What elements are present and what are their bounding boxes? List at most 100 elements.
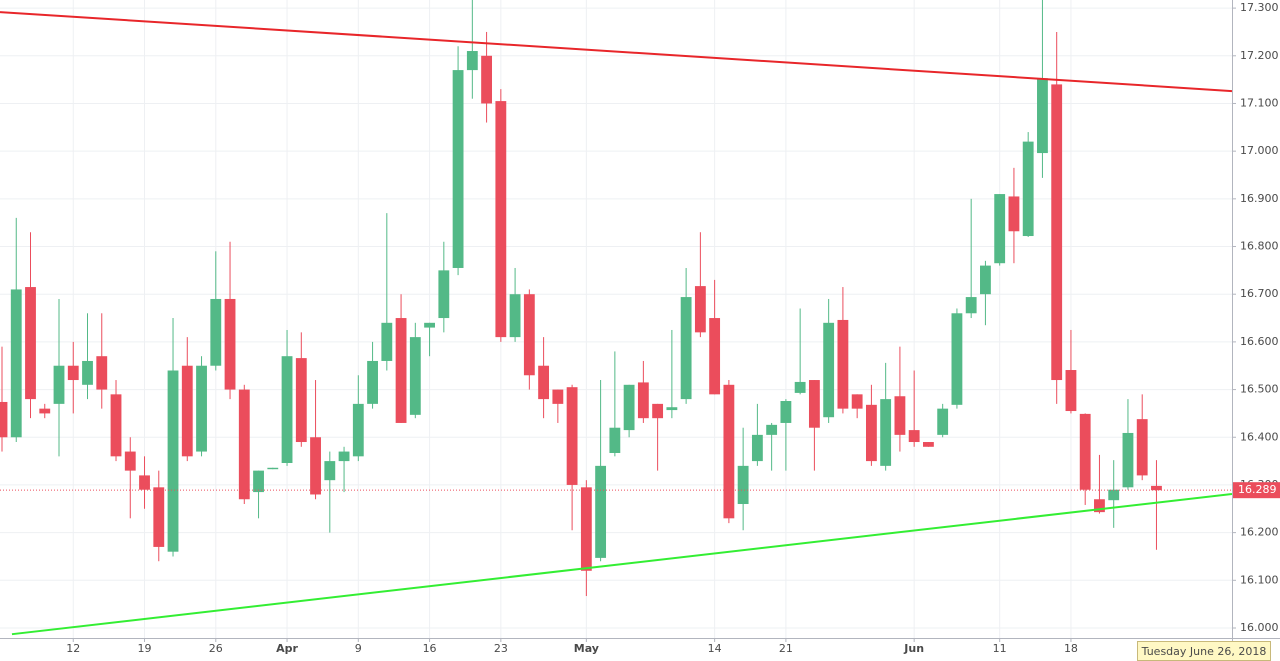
y-tick-label: 17.000 <box>1240 144 1279 157</box>
x-tick-label: Jun <box>903 642 924 655</box>
candle-body <box>25 287 36 400</box>
candle-body <box>295 358 307 443</box>
candle-body <box>566 387 578 485</box>
candle-body <box>723 384 735 519</box>
candle-body <box>253 470 264 493</box>
x-tick-label: 18 <box>1064 642 1078 655</box>
y-tick-label: 16.800 <box>1240 240 1279 253</box>
trend-line <box>0 11 1232 93</box>
candle-body <box>82 360 93 385</box>
candle-body <box>281 356 293 464</box>
candle-body <box>139 475 150 490</box>
candle-body <box>923 442 934 447</box>
crosshair-date-label: Tuesday June 26, 2018 <box>1141 645 1267 658</box>
candle-body <box>965 297 977 314</box>
y-tick-label: 16.600 <box>1240 335 1279 348</box>
candle-body <box>438 270 450 319</box>
candle-body <box>737 465 749 505</box>
candle-body <box>766 424 778 435</box>
candle-body <box>53 365 65 404</box>
candle-body <box>381 322 393 361</box>
candle-body <box>338 451 350 462</box>
candle-body <box>652 403 664 419</box>
candle-body <box>1108 489 1120 501</box>
x-tick-label: 11 <box>993 642 1007 655</box>
x-tick-label: 14 <box>708 642 722 655</box>
candle-body <box>39 408 51 414</box>
candle-body <box>994 194 1006 264</box>
x-tick-label: 26 <box>209 642 223 655</box>
y-tick-label: 16.200 <box>1240 526 1279 539</box>
x-tick-label: 23 <box>494 642 508 655</box>
candle-body <box>980 265 991 295</box>
candle-body <box>395 318 407 423</box>
candle-body <box>267 467 279 470</box>
candle-body <box>851 394 863 409</box>
last-price-label: 16.289 <box>1238 483 1277 496</box>
candle-body <box>352 403 364 457</box>
y-tick-label: 16.500 <box>1240 383 1279 396</box>
candle-body <box>680 297 692 400</box>
candle-body <box>124 451 136 471</box>
y-tick-label: 16.400 <box>1240 430 1279 443</box>
candle-body <box>523 294 535 376</box>
plot-area <box>0 0 1232 636</box>
candle-body <box>96 356 108 390</box>
y-tick-label: 16.100 <box>1240 573 1279 586</box>
candle-body <box>181 365 193 457</box>
candle-body <box>466 51 478 71</box>
candle-body <box>951 313 963 405</box>
candle-body <box>1037 78 1048 154</box>
candle-body <box>595 465 607 558</box>
candle-body <box>1122 432 1134 488</box>
candle-body <box>580 487 592 571</box>
x-tick-label: 19 <box>138 642 152 655</box>
candle-body <box>637 382 649 419</box>
candle-body <box>481 55 493 104</box>
y-tick-label: 16.000 <box>1240 621 1279 634</box>
last-price-box <box>1233 482 1280 499</box>
candle-body <box>694 286 706 333</box>
candle-body <box>210 298 222 366</box>
candle-body <box>167 370 179 552</box>
candle-body <box>310 437 321 495</box>
candle-body <box>552 389 564 404</box>
candle-body <box>238 389 250 500</box>
candle-body <box>780 401 792 423</box>
candle-body <box>794 381 806 393</box>
y-tick-label: 16.700 <box>1240 287 1279 300</box>
candle-body <box>865 404 877 462</box>
candle-body <box>1022 141 1034 237</box>
candle-body <box>1065 370 1077 412</box>
candle-body <box>424 322 435 328</box>
candle-body <box>509 294 521 338</box>
candle-body <box>751 434 763 462</box>
candle-body <box>0 401 8 438</box>
x-tick-label: 16 <box>423 642 437 655</box>
y-tick-label: 17.200 <box>1240 49 1279 62</box>
candle-body <box>409 337 421 415</box>
candle-body <box>666 407 678 411</box>
trend-line <box>11 493 1232 636</box>
candle-body <box>837 319 849 409</box>
candle-body <box>709 318 721 395</box>
candle-body <box>894 396 906 435</box>
candle-body <box>623 384 635 431</box>
x-tick-label: Apr <box>276 642 298 655</box>
y-tick-label: 16.900 <box>1240 192 1279 205</box>
candle-body <box>67 365 79 381</box>
candle-body <box>153 487 165 547</box>
x-tick-label: May <box>574 642 599 655</box>
x-tick-label: 12 <box>66 642 80 655</box>
candle-body <box>452 70 464 268</box>
x-tick-label: 21 <box>779 642 793 655</box>
candle-body <box>224 298 236 390</box>
candle-body <box>538 365 550 400</box>
candle-body <box>324 461 336 481</box>
candle-body <box>823 322 835 418</box>
candle-body <box>10 289 22 438</box>
y-tick-label: 17.300 <box>1240 1 1279 14</box>
axes: 16.00016.10016.20016.30016.40016.50016.6… <box>66 1 1280 661</box>
